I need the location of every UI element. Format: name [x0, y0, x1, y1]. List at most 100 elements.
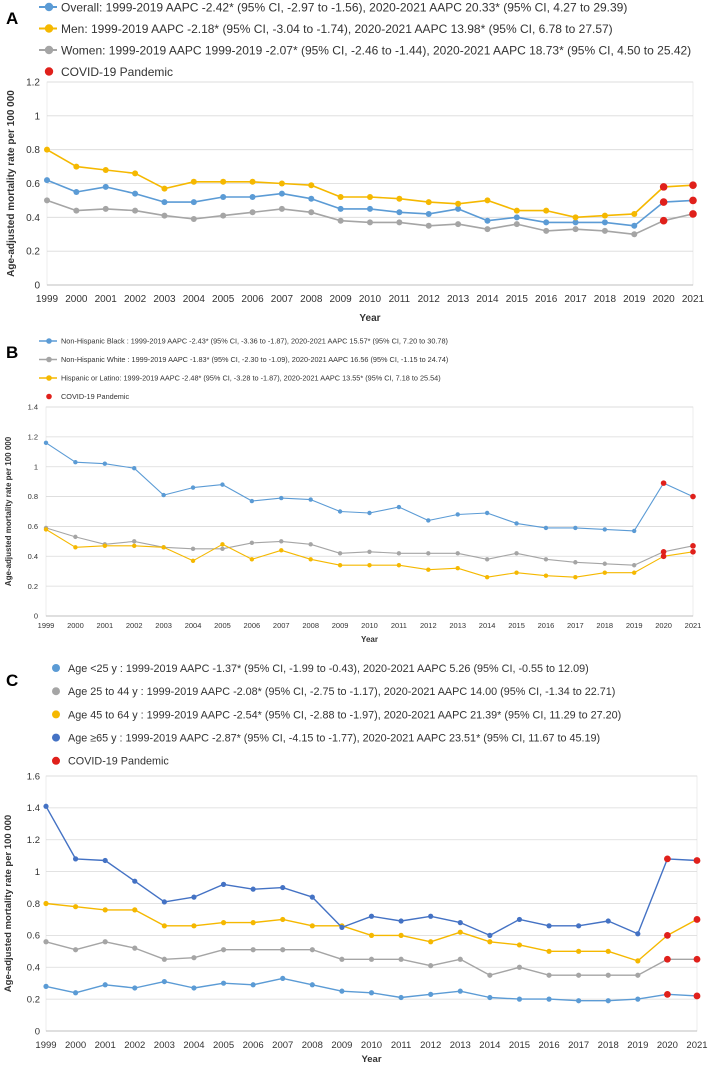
y-tick-label: 0.2 — [27, 994, 40, 1005]
x-tick-label: 2010 — [361, 1040, 382, 1051]
y-tick-label: 1.4 — [28, 403, 38, 412]
y-tick-label: 1.4 — [27, 803, 40, 814]
y-tick-label: 0.8 — [27, 899, 40, 910]
legend-marker — [46, 338, 52, 344]
x-tick-label: 2000 — [65, 294, 88, 305]
data-point — [102, 857, 108, 864]
data-point — [220, 947, 227, 953]
x-tick-label: 2006 — [241, 294, 264, 305]
data-point — [250, 947, 256, 953]
data-point — [161, 185, 168, 192]
data-point — [73, 163, 80, 170]
data-point — [425, 222, 432, 229]
x-tick-label: 2002 — [124, 1040, 145, 1051]
data-point — [457, 988, 463, 994]
data-point — [102, 939, 108, 945]
panel-label: B — [6, 343, 18, 362]
pandemic-point — [690, 543, 696, 549]
data-point — [396, 551, 402, 556]
legend-entry: Age ≥65 y : 1999-2019 AAPC -2.87* (95% C… — [68, 732, 600, 744]
data-point — [72, 947, 79, 953]
data-point — [132, 945, 138, 951]
data-point — [220, 212, 227, 219]
series-line — [45, 902, 698, 962]
data-point — [457, 920, 463, 926]
data-point — [635, 996, 641, 1002]
data-point — [279, 495, 284, 501]
x-tick-label: 2011 — [391, 621, 407, 630]
data-point — [72, 904, 79, 910]
x-tick-label: 2003 — [153, 294, 176, 305]
x-tick-label: 2001 — [95, 1040, 116, 1051]
data-point — [396, 195, 403, 202]
x-tick-label: 2020 — [655, 621, 672, 630]
data-point — [308, 497, 313, 502]
y-tick-label: 0.6 — [28, 522, 38, 531]
data-point — [220, 980, 227, 986]
data-point — [161, 923, 167, 929]
pandemic-point — [689, 196, 697, 205]
data-point — [455, 566, 460, 571]
data-point — [102, 907, 108, 913]
data-point — [337, 205, 344, 212]
data-point — [73, 545, 78, 550]
data-point — [337, 509, 343, 514]
data-point — [428, 991, 434, 997]
series — [43, 900, 701, 964]
data-point — [425, 199, 432, 206]
x-tick-label: 2017 — [568, 1040, 589, 1051]
legend-entry: Non-Hispanic Black : 1999-2019 AAPC -2.4… — [61, 337, 448, 346]
data-point — [457, 929, 463, 935]
data-point — [602, 527, 607, 532]
data-point — [631, 210, 638, 217]
data-point — [635, 931, 641, 937]
x-tick-label: 2021 — [686, 1040, 707, 1051]
data-point — [396, 209, 403, 216]
series — [43, 975, 701, 1004]
series — [43, 527, 696, 580]
data-point — [249, 540, 255, 546]
x-tick-label: 1999 — [36, 294, 59, 305]
x-tick-label: 2018 — [598, 1040, 619, 1051]
legend-marker — [52, 710, 60, 719]
data-point — [278, 205, 285, 212]
data-point — [455, 551, 460, 556]
data-point — [73, 534, 78, 540]
data-point — [102, 205, 109, 212]
x-tick-label: 2014 — [479, 621, 496, 630]
x-tick-label: 2014 — [476, 294, 499, 305]
data-point — [279, 548, 284, 553]
y-tick-label: 1.2 — [26, 78, 40, 89]
pandemic-point — [689, 210, 697, 218]
y-tick-label: 0.2 — [26, 247, 40, 258]
y-tick-label: 0.4 — [27, 963, 40, 974]
legend-entry: Age <25 y : 1999-2019 AAPC -1.37* (95% C… — [68, 663, 589, 675]
data-point — [516, 964, 523, 970]
pandemic-point — [660, 553, 667, 560]
data-point — [367, 194, 373, 201]
x-tick-label: 2021 — [682, 294, 705, 305]
data-point — [249, 178, 256, 185]
series-line — [45, 442, 694, 532]
data-point — [190, 199, 197, 206]
x-tick-label: 2015 — [506, 294, 529, 305]
data-point — [631, 222, 638, 229]
data-point — [308, 557, 313, 562]
y-tick-label: 0.6 — [27, 931, 40, 942]
series — [43, 440, 696, 534]
data-point — [605, 998, 611, 1004]
x-tick-label: 2005 — [213, 1040, 234, 1051]
x-tick-label: 2004 — [185, 621, 202, 630]
data-point — [484, 557, 490, 562]
data-point — [308, 209, 315, 216]
legend-marker — [44, 24, 54, 33]
data-point — [102, 461, 108, 466]
data-point — [484, 197, 491, 204]
x-axis-title: Year — [361, 1054, 381, 1065]
data-point — [543, 573, 549, 578]
y-tick-label: 0.8 — [28, 492, 38, 501]
data-point — [44, 197, 50, 204]
data-point — [220, 920, 227, 926]
data-point — [280, 916, 286, 923]
x-tick-label: 2017 — [567, 621, 584, 630]
